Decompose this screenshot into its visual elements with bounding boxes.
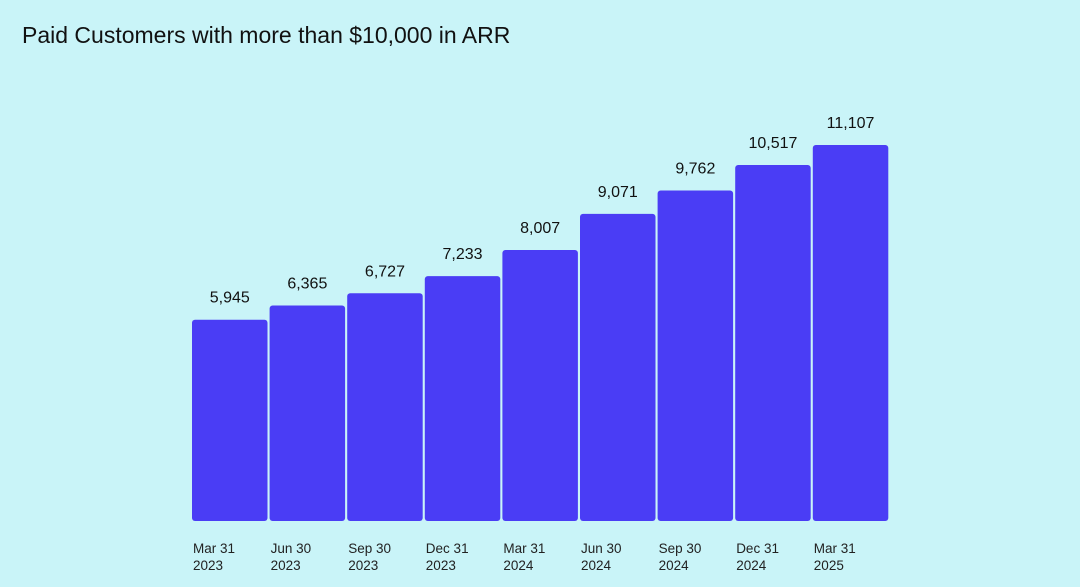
x-tick-label: 2023 <box>426 558 456 573</box>
x-tick-label: Sep 30 <box>659 541 702 556</box>
data-label: 6,365 <box>287 276 327 293</box>
data-label: 9,071 <box>598 184 638 201</box>
bar <box>192 319 268 521</box>
x-tick-label: Jun 30 <box>581 541 622 556</box>
bar <box>269 305 346 521</box>
bar <box>657 190 734 521</box>
data-label: 11,107 <box>827 115 875 132</box>
x-tick-label: 2024 <box>659 558 690 573</box>
x-tick-label: 2023 <box>348 558 378 573</box>
data-label: 5,945 <box>210 290 250 307</box>
bar <box>580 213 656 521</box>
x-tick-label: 2025 <box>814 558 844 573</box>
x-tick-label: 2023 <box>271 558 301 573</box>
bar <box>502 249 578 522</box>
bar <box>347 293 423 521</box>
x-tick-label: Dec 31 <box>426 541 469 556</box>
data-label: 9,762 <box>675 161 715 178</box>
x-tick-label: 2023 <box>193 558 223 573</box>
data-label: 10,517 <box>748 135 797 152</box>
x-tick-label: Sep 30 <box>348 541 391 556</box>
data-label: 8,007 <box>520 220 560 237</box>
x-tick-label: Mar 31 <box>193 541 235 556</box>
x-tick-label: Dec 31 <box>736 541 779 556</box>
x-tick-label: 2024 <box>736 558 767 573</box>
chart-title: Paid Customers with more than $10,000 in… <box>22 22 511 48</box>
x-tick-label: Jun 30 <box>271 541 312 556</box>
bar <box>424 276 501 521</box>
bar <box>812 145 889 521</box>
x-tick-label: Mar 31 <box>503 541 545 556</box>
x-tick-label: 2024 <box>503 558 534 573</box>
x-tick-label: Mar 31 <box>814 541 856 556</box>
x-tick-label: 2024 <box>581 558 612 573</box>
data-label: 7,233 <box>443 246 483 263</box>
data-label: 6,727 <box>365 263 405 280</box>
bar <box>735 164 811 521</box>
